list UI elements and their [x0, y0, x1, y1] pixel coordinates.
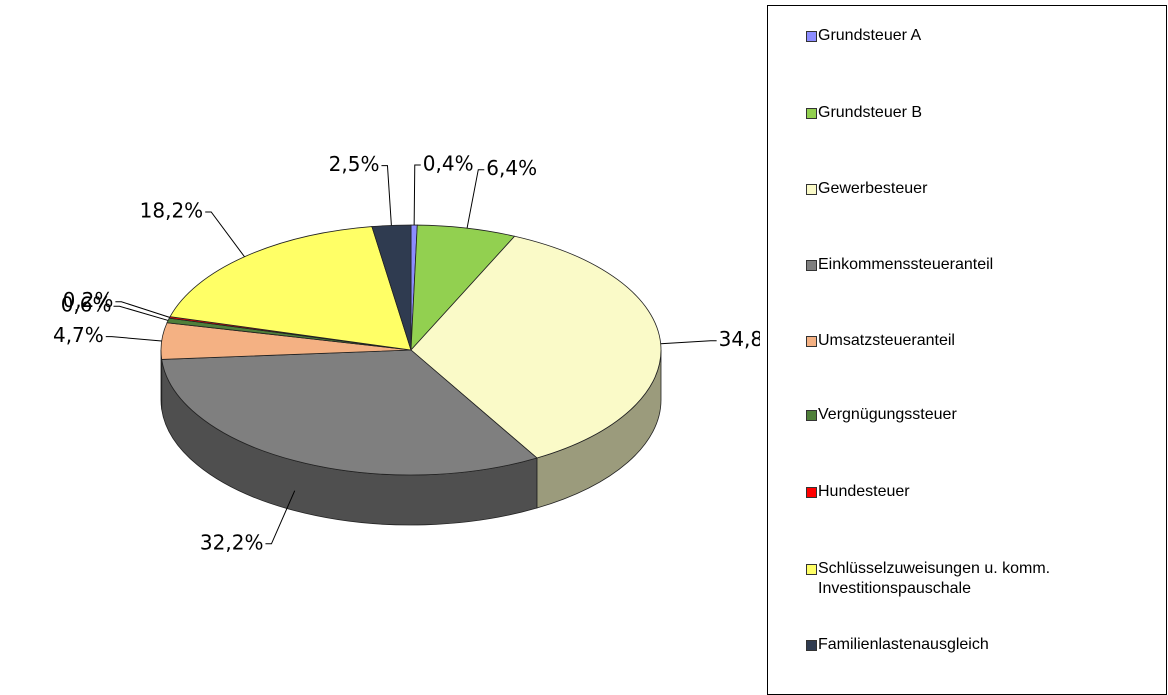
leader-line: [413, 164, 421, 226]
leader-line: [466, 169, 485, 229]
legend-swatch: [806, 184, 817, 195]
legend-entry: Grundsteuer A: [806, 26, 1068, 46]
leader-line: [105, 336, 162, 342]
legend-label: Vergnügungssteuer: [818, 406, 957, 423]
legend-label: Hundesteuer: [818, 483, 910, 500]
pie-slice: [161, 349, 538, 476]
legend-swatch: [806, 260, 817, 271]
legend-entry: Gewerbesteuer: [806, 179, 1068, 199]
data-label: 4,7%: [53, 323, 104, 347]
legend-label: Einkommenssteueranteil: [818, 256, 994, 273]
legend-label: Grundsteuer B: [818, 104, 923, 121]
data-label: 6,4%: [486, 156, 537, 180]
legend-swatch: [806, 31, 817, 42]
chart: 0,4% 6,4% 34,8% 32,2% 4,7% 0,6%0,2% 18,2% 2,5%: [53, 152, 782, 555]
data-label: 0,4%: [423, 152, 474, 176]
data-label: 18,2%: [140, 199, 204, 223]
leader-line: [265, 490, 296, 545]
legend-swatch: [806, 564, 817, 575]
legend-entry: Umsatzsteueranteil: [806, 331, 1068, 351]
leader-line: [381, 165, 392, 226]
legend-label: Familienlastenausgleich: [818, 636, 989, 653]
legend-entry: Vergnügungssteuer: [806, 405, 1068, 425]
pie-slice: [410, 235, 662, 459]
leader-line: [113, 305, 169, 321]
pie-slice: [371, 224, 412, 351]
data-label: 0,2%: [63, 288, 114, 312]
legend: Grundsteuer A Grundsteuer B Gewerbesteuer E…: [767, 5, 1167, 695]
data-label: 0,6%: [61, 293, 112, 317]
data-label: 32,2%: [200, 530, 264, 554]
legend-swatch: [806, 410, 817, 421]
legend-swatch: [806, 336, 817, 347]
legend-entry: Grundsteuer B: [806, 103, 1068, 123]
legend-label: Gewerbesteuer: [818, 180, 928, 197]
data-label: 34,8%: [719, 327, 760, 351]
data-label: 2,5%: [329, 152, 380, 176]
legend-swatch: [806, 487, 817, 498]
legend-label: Schlüsselzuweisungen u. komm. Investitio…: [818, 560, 1051, 597]
leader-line: [115, 301, 170, 318]
legend-entry: Einkommenssteueranteil: [806, 255, 1068, 275]
legend-swatch: [806, 108, 817, 119]
legend-entry: Familienlastenausgleich: [806, 635, 1068, 655]
legend-label: Umsatzsteueranteil: [818, 332, 955, 349]
legend-entry: Schlüsselzuweisungen u. komm. Investitio…: [806, 559, 1068, 599]
legend-label: Grundsteuer A: [818, 27, 922, 44]
leader-line: [660, 340, 717, 345]
legend-entry: Hundesteuer: [806, 482, 1068, 502]
legend-swatch: [806, 640, 817, 651]
leader-line: [205, 211, 245, 258]
